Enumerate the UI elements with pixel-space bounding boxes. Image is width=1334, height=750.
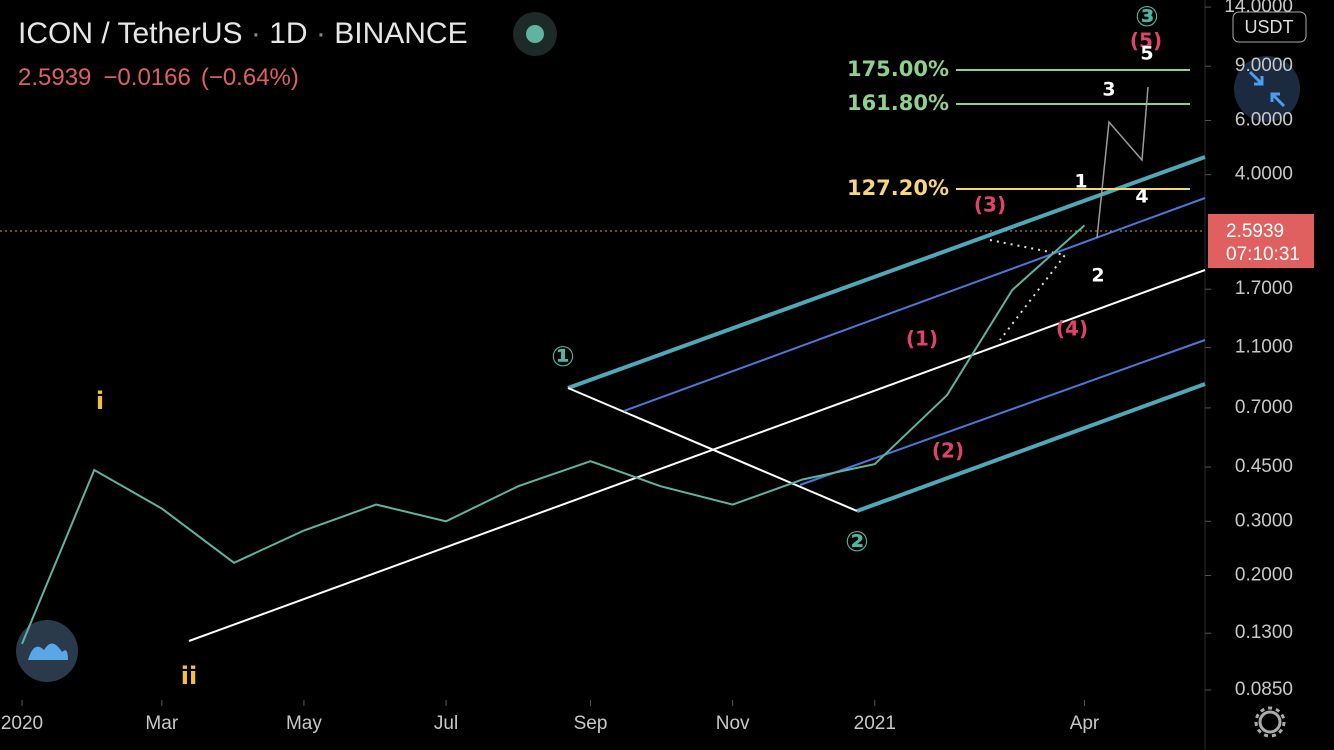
annotation: 1 (1074, 171, 1087, 193)
x-tick-label: Apr (1070, 713, 1100, 734)
x-tick-label: Mar (145, 713, 178, 734)
annotation: ② (845, 525, 869, 558)
y-tick-label: 14.0000 (1224, 0, 1293, 17)
annotation: 161.80% (847, 91, 949, 115)
logo-icon (28, 643, 68, 660)
price-tag-countdown: 07:10:31 (1226, 244, 1300, 265)
annotation: 175.00% (847, 57, 949, 81)
y-tick-label: 0.7000 (1235, 397, 1293, 418)
y-tick-label: 0.3000 (1235, 510, 1293, 531)
x-tick-label: Sep (574, 713, 608, 734)
settings-icon-teeth (1254, 706, 1286, 738)
annotation: ③ (1135, 0, 1159, 33)
annotation: (2) (932, 439, 964, 463)
annotation: 127.20% (847, 176, 949, 200)
annotation: (4) (1056, 317, 1088, 341)
y-tick-label: 4.0000 (1235, 164, 1293, 185)
annotation: (1) (906, 327, 938, 351)
annotation: ① (551, 340, 575, 373)
y-tick-label: 0.0850 (1235, 679, 1293, 700)
annotation: (3) (974, 193, 1006, 217)
price-tag-value: 2.5939 (1226, 221, 1284, 242)
annotation: 3 (1102, 79, 1115, 101)
y-tick-label: 0.4500 (1235, 456, 1293, 477)
annotation: (5) (1130, 29, 1162, 53)
currency-box[interactable] (1232, 11, 1307, 43)
symbol: ICON / TetherUS · 1D · BINANCE (18, 17, 468, 50)
y-tick-label: 1.1000 (1235, 336, 1293, 357)
y-tick-label: 0.1300 (1235, 622, 1293, 643)
price-tag (1208, 214, 1314, 268)
x-tick-label: Nov (716, 713, 750, 734)
price-line (21, 224, 1086, 645)
x-tick-label: 2021 (854, 713, 896, 734)
annotation: 5 (1140, 43, 1153, 65)
y-tick-label: 9.0000 (1235, 55, 1293, 76)
currency: USDT (1245, 17, 1294, 37)
drawings (188, 69, 1206, 642)
x-tick-label: Jul (434, 713, 458, 734)
price-line: 2.5939 −0.0166 (−0.64%) (18, 64, 299, 91)
y-tick-label: 0.2000 (1235, 565, 1293, 586)
x-tick-label: 2020 (1, 713, 43, 734)
annotation: 4 (1135, 186, 1148, 208)
collapse-icon (1248, 70, 1286, 108)
x-tick-label: May (286, 713, 322, 734)
status-dot (526, 25, 544, 43)
annotation: 2 (1091, 265, 1104, 287)
annotation: i (96, 387, 104, 415)
settings-icon[interactable] (1258, 710, 1282, 734)
y-tick-label: 6.0000 (1235, 109, 1293, 130)
annotation: ii (181, 662, 197, 690)
y-tick-label: 1.7000 (1235, 278, 1293, 299)
